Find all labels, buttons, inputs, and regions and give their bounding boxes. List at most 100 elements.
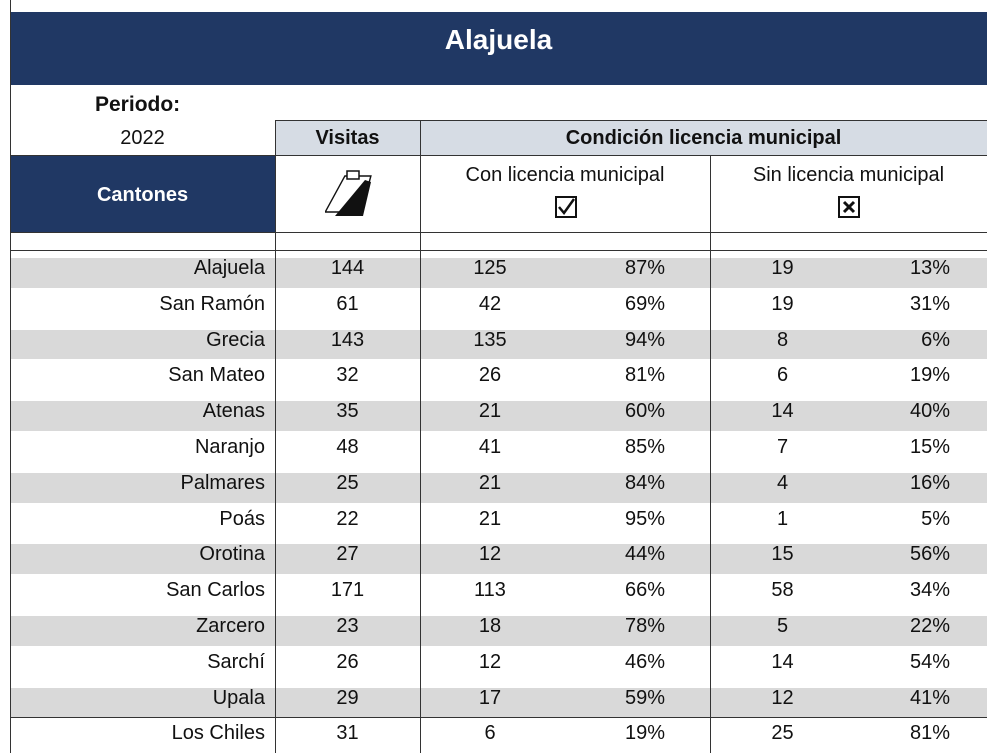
without-pct: 56% — [909, 543, 950, 566]
without-count: 14 — [771, 650, 794, 673]
without-pct: 19% — [909, 364, 950, 387]
period-label: Periodo: — [95, 93, 181, 116]
with-count: 41 — [478, 436, 502, 458]
divider — [10, 155, 987, 156]
without-count: 1 — [776, 507, 789, 530]
without-pct: 54% — [909, 650, 950, 673]
with-count: 125 — [473, 257, 507, 279]
visits: 48 — [336, 436, 359, 458]
canton: San Ramón — [159, 292, 265, 315]
without-count: 5 — [776, 615, 789, 637]
with-pct: 84% — [624, 471, 665, 494]
canton: Poás — [219, 507, 265, 530]
canton: Upala — [212, 686, 265, 709]
with-pct: 59% — [624, 686, 665, 709]
divider — [420, 155, 421, 753]
without-license-header: Sin licencia municipal — [752, 164, 945, 186]
without-count: 4 — [776, 471, 789, 494]
divider — [10, 250, 987, 251]
header-band — [275, 120, 987, 155]
with-license-header: Con licencia municipal — [465, 164, 665, 186]
without-count: 19 — [771, 257, 794, 279]
visits: 61 — [336, 292, 359, 315]
visits: 26 — [336, 650, 359, 673]
with-pct: 46% — [624, 650, 665, 673]
clipboard-icon — [325, 170, 372, 216]
without-count: 7 — [776, 436, 789, 458]
canton: Orotina — [199, 543, 265, 566]
left-border — [10, 0, 11, 753]
divider — [420, 120, 421, 155]
title-bar — [10, 12, 987, 85]
canton: Atenas — [202, 400, 265, 423]
canton: San Carlos — [166, 579, 265, 602]
with-pct: 95% — [624, 507, 665, 530]
without-pct: 15% — [909, 436, 950, 458]
with-count: 42 — [478, 292, 502, 315]
divider — [710, 155, 711, 753]
period: 2022 — [120, 127, 165, 149]
visits: 143 — [330, 328, 365, 351]
with-pct: 85% — [624, 436, 665, 458]
without-pct: 6% — [921, 328, 950, 351]
without-pct: 31% — [909, 292, 950, 315]
without-count: 19 — [771, 292, 794, 315]
visits-header: Visitas — [315, 127, 380, 149]
without-count: 15 — [771, 543, 794, 566]
with-count: 12 — [478, 543, 502, 566]
visits: 23 — [336, 615, 359, 637]
visits: 35 — [336, 400, 359, 423]
visits: 31 — [336, 722, 359, 745]
with-count: 113 — [474, 579, 506, 602]
without-count: 58 — [771, 579, 794, 602]
with-pct: 19% — [624, 722, 665, 745]
with-count: 18 — [478, 615, 502, 637]
x-icon — [838, 196, 860, 218]
without-count: 6 — [776, 364, 789, 387]
canton: Alajuela — [193, 257, 265, 279]
without-pct: 41% — [909, 686, 950, 709]
with-pct: 87% — [624, 257, 665, 279]
with-pct: 94% — [624, 328, 665, 351]
visits: 144 — [330, 257, 365, 279]
without-count: 14 — [771, 400, 794, 423]
with-count: 12 — [478, 650, 502, 673]
with-count: 26 — [478, 364, 502, 387]
without-count: 12 — [771, 686, 794, 709]
with-count: 21 — [478, 400, 502, 423]
without-pct: 40% — [909, 400, 950, 423]
condition-header: Condición licencia municipal — [565, 127, 842, 149]
without-pct: 16% — [909, 471, 950, 494]
without-pct: 34% — [909, 579, 950, 602]
with-count: 135 — [473, 328, 507, 351]
visits: 22 — [336, 507, 359, 530]
with-count: 21 — [478, 507, 502, 530]
with-count: 6 — [484, 722, 496, 745]
visits: 27 — [336, 543, 359, 566]
divider — [10, 717, 987, 719]
divider — [275, 155, 276, 753]
without-pct: 81% — [909, 722, 950, 745]
canton: Grecia — [206, 328, 265, 351]
cantons-header-bg — [10, 156, 275, 232]
check-icon — [555, 196, 577, 218]
with-pct: 66% — [624, 579, 665, 602]
canton: Naranjo — [194, 436, 265, 458]
without-pct: 13% — [909, 257, 950, 279]
cantons-header: Cantones — [96, 184, 189, 206]
canton: Sarchí — [207, 650, 265, 673]
with-count: 21 — [478, 471, 502, 494]
with-pct: 60% — [624, 400, 665, 423]
canton: Zarcero — [196, 615, 265, 637]
without-count: 25 — [771, 722, 794, 745]
visits: 29 — [336, 686, 359, 709]
canton: San Mateo — [168, 364, 265, 387]
without-count: 8 — [776, 328, 789, 351]
title: Alajuela — [444, 24, 553, 55]
visits: 32 — [336, 364, 359, 387]
visits: 25 — [336, 471, 359, 494]
canton: Los Chiles — [171, 722, 265, 745]
visits: 171 — [330, 579, 365, 602]
